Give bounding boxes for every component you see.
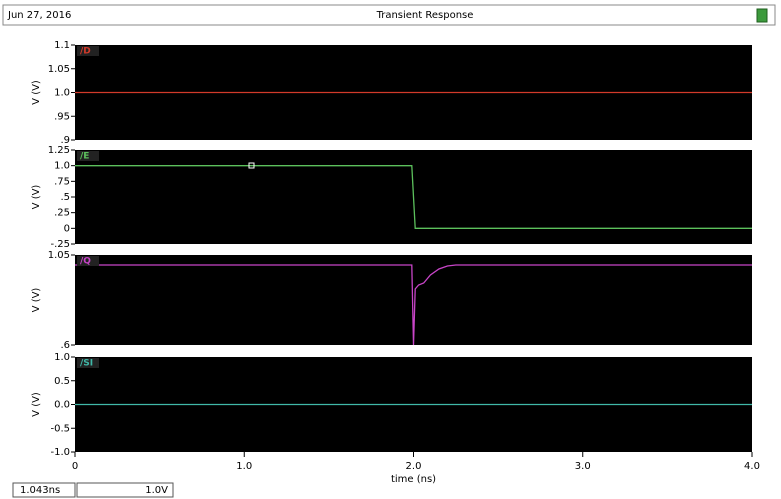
y-tick-label: 0.0 [54, 400, 70, 411]
y-tick-label: .6 [60, 340, 70, 351]
status-icon[interactable] [756, 8, 768, 23]
y-axis-label: V (V) [31, 288, 42, 313]
x-tick-label: 2.0 [406, 461, 422, 472]
y-tick-label: 1.05 [48, 64, 70, 75]
signal-line [75, 165, 752, 229]
x-readout: 1.043ns [20, 485, 60, 496]
y-tick-label: 1.0 [54, 161, 70, 172]
y-axis-label: V (V) [31, 80, 42, 105]
readout-box [12, 482, 76, 498]
y-tick-label: 1.1 [54, 40, 70, 51]
readout-box [76, 482, 174, 498]
y-tick-label: -.25 [50, 239, 70, 250]
header-bar [2, 4, 776, 26]
y-tick-label: 1.25 [48, 145, 70, 156]
y-readout: 1.0V [145, 485, 168, 496]
signal-line [75, 264, 752, 346]
signal-name: /SI [80, 359, 93, 369]
y-tick-label: -0.5 [50, 423, 70, 434]
window-title: Transient Response [376, 10, 474, 21]
signal-name: /E [80, 152, 89, 162]
y-tick-label: .95 [54, 111, 70, 122]
plots: V (V) .9 .95 1.0 1.05 1.1/D V (V) -.25 0 .25 .5 .75… [31, 40, 760, 485]
signal-tag-bg [77, 358, 99, 368]
signal-tag-bg [77, 151, 99, 161]
x-tick-label: 3.0 [575, 461, 591, 472]
date: Jun 27, 2016 [7, 10, 71, 21]
signal-name: /D [80, 47, 91, 57]
signal-tag-bg [77, 256, 99, 266]
x-axis-label: time (ns) [391, 474, 436, 485]
signal-tag-bg [77, 46, 99, 56]
y-tick-label: .9 [60, 135, 70, 146]
y-tick-label: .25 [54, 208, 70, 219]
y-axis-label: V (V) [31, 392, 42, 417]
y-tick-label: 1.05 [48, 250, 70, 261]
y-tick-label: .5 [60, 192, 70, 203]
x-tick-label: 4.0 [744, 461, 760, 472]
y-axis-label: V (V) [31, 185, 42, 210]
y-tick-label: .75 [54, 176, 70, 187]
y-tick-label: 0 [64, 223, 70, 234]
y-tick-label: 1.0 [54, 352, 70, 363]
x-tick-label: 0 [72, 461, 78, 472]
cursor-marker[interactable] [248, 162, 255, 169]
signal-name: /Q [80, 257, 91, 267]
x-tick-label: 1.0 [236, 461, 252, 472]
y-tick-label: 0.5 [54, 376, 70, 387]
y-tick-label: -1.0 [50, 447, 70, 458]
y-tick-label: 1.0 [54, 88, 70, 99]
